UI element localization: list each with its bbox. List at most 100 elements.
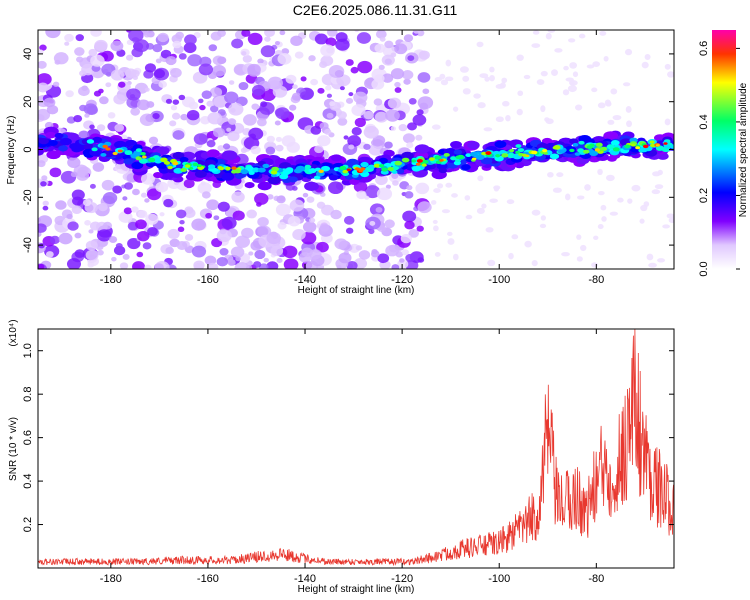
signal-blob <box>142 155 147 159</box>
noise-blob <box>212 65 227 77</box>
noise-blob <box>363 110 374 120</box>
top-y-axis-label: Frequency (Hz) <box>6 116 17 185</box>
signal-blob <box>569 148 575 153</box>
noise-blob <box>576 256 583 262</box>
top-y-tick-label: 40 <box>22 48 34 60</box>
noise-blob <box>387 97 402 109</box>
noise-blob <box>381 73 394 83</box>
noise-blob <box>52 81 60 87</box>
signal-blob <box>469 151 478 157</box>
noise-blob <box>657 169 663 176</box>
noise-blob <box>171 34 183 44</box>
noise-blob <box>329 101 336 107</box>
noise-blob <box>115 243 123 249</box>
signal-blob <box>642 144 649 149</box>
noise-blob <box>264 30 276 37</box>
noise-blob <box>452 106 459 112</box>
noise-blob <box>385 244 399 257</box>
signal-blob <box>233 168 241 174</box>
signal-blob <box>114 140 127 149</box>
noise-blob <box>545 118 554 125</box>
signal-blob <box>194 170 207 178</box>
signal-blob <box>349 178 360 185</box>
noise-blob <box>477 102 486 109</box>
signal-blob <box>328 174 339 181</box>
noise-blob <box>314 145 324 154</box>
noise-blob <box>84 113 90 118</box>
signal-blob <box>501 153 508 158</box>
signal-blob <box>172 151 185 160</box>
signal-blob <box>188 166 194 170</box>
noise-blob <box>128 30 144 42</box>
noise-blob <box>489 198 498 203</box>
noise-blob <box>154 261 170 269</box>
signal-blob <box>549 153 560 160</box>
noise-blob <box>82 199 92 207</box>
signal-blob <box>231 166 237 170</box>
noise-blob <box>347 135 362 147</box>
noise-blob <box>617 197 624 203</box>
noise-blob <box>277 221 287 230</box>
noise-blob <box>107 112 116 119</box>
signal-blob <box>485 151 492 155</box>
noise-blob <box>326 30 338 37</box>
noise-blob <box>228 80 235 85</box>
noise-blob <box>445 182 453 188</box>
noise-blob <box>256 118 267 127</box>
signal-blob <box>450 156 457 161</box>
noise-blob <box>222 143 231 150</box>
noise-blob <box>144 264 152 269</box>
noise-blob <box>308 55 316 62</box>
signal-blob <box>283 169 291 175</box>
noise-blob <box>517 90 524 97</box>
signal-blob <box>606 144 615 150</box>
noise-blob <box>552 187 562 193</box>
noise-blob <box>501 77 508 84</box>
signal-blob <box>629 137 638 143</box>
noise-blob <box>116 49 126 57</box>
noise-blob <box>597 168 603 176</box>
signal-blob <box>270 173 277 178</box>
noise-blob <box>201 90 212 99</box>
noise-blob <box>274 120 281 126</box>
noise-blob <box>316 201 326 209</box>
noise-blob <box>516 108 523 116</box>
noise-blob <box>662 224 670 229</box>
noise-blob <box>165 98 173 104</box>
noise-blob <box>531 259 538 267</box>
noise-blob <box>85 240 98 251</box>
signal-blob <box>123 158 134 165</box>
noise-blob <box>285 74 297 84</box>
noise-blob <box>419 102 429 110</box>
noise-blob <box>398 124 408 132</box>
noise-blob <box>191 218 206 231</box>
noise-blob <box>400 233 412 244</box>
noise-blob <box>219 248 229 256</box>
bottom-x-ticks: -180 -160 -140 -120 -100 -80 <box>100 329 604 585</box>
signal-blob <box>304 181 319 191</box>
noise-blob <box>531 209 541 216</box>
noise-blob <box>155 181 169 193</box>
signal-blob <box>416 158 423 163</box>
signal-blob <box>422 159 429 164</box>
signal-blob <box>91 147 98 152</box>
signal-blob <box>553 145 561 150</box>
noise-blob <box>227 131 240 142</box>
noise-blob <box>291 92 302 101</box>
noise-blob <box>226 127 232 132</box>
noise-blob <box>38 223 47 233</box>
noise-blob <box>338 252 352 264</box>
signal-blob <box>321 165 331 172</box>
noise-blob <box>339 86 345 91</box>
signal-blob <box>131 161 144 170</box>
noise-blob <box>160 49 172 59</box>
noise-blob <box>551 69 558 76</box>
noise-blob <box>415 182 430 195</box>
noise-blob <box>167 228 180 240</box>
signal-blob <box>206 149 220 158</box>
noise-blob <box>251 84 266 96</box>
noise-blob <box>267 76 283 90</box>
noise-blob <box>90 30 102 37</box>
noise-blob <box>418 50 430 60</box>
noise-blob <box>172 99 180 105</box>
